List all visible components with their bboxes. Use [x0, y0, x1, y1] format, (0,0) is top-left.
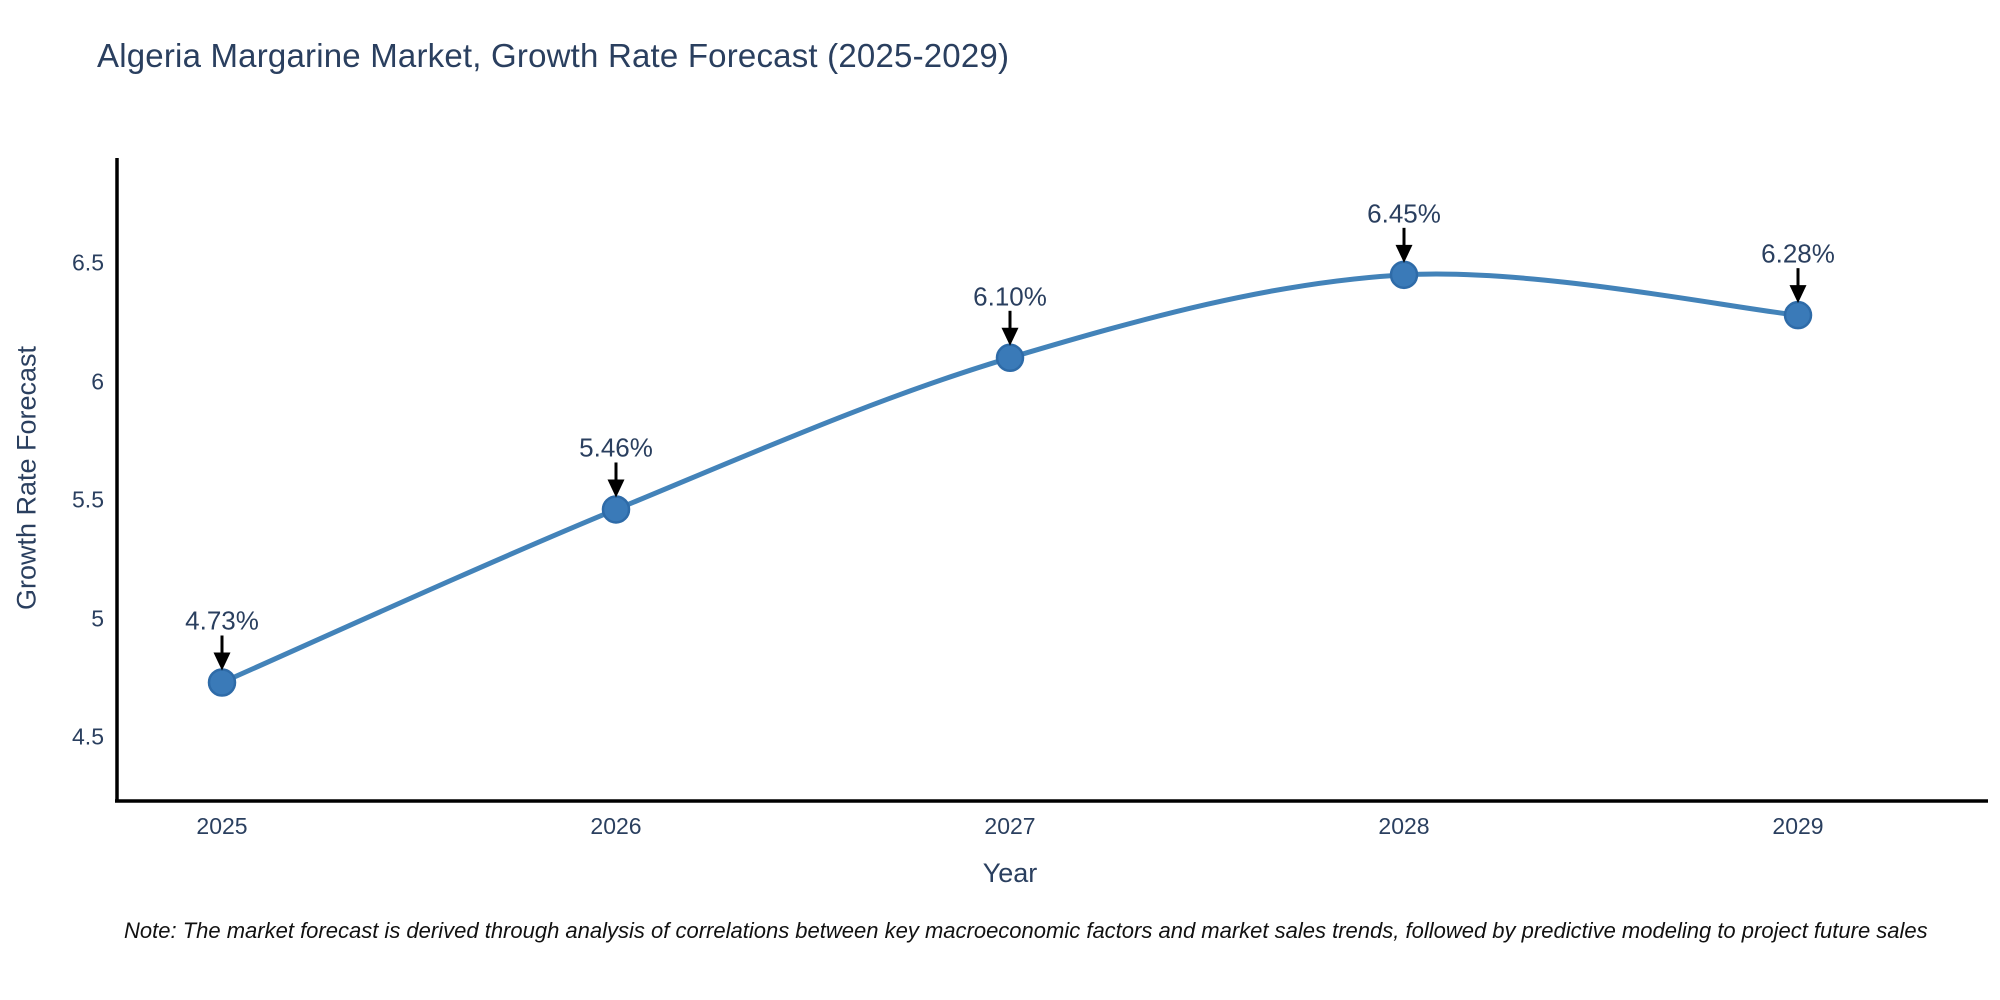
annotation-arrow-head	[1001, 327, 1019, 346]
x-tick-label-2025: 2025	[196, 813, 248, 839]
chart-title: Algeria Margarine Market, Growth Rate Fo…	[97, 37, 1010, 74]
data-point-marker-2025	[207, 668, 237, 697]
data-point-marker-2026	[601, 495, 631, 524]
data-point-marker-2029	[1783, 300, 1813, 330]
y-tick-label-6.5: 6.5	[72, 249, 104, 276]
data-point-marker-2027	[995, 343, 1025, 373]
point-value-label-2029: 6.28%	[1761, 238, 1835, 269]
annotation-arrow-head	[1395, 244, 1413, 263]
point-value-label-2028: 6.45%	[1367, 198, 1441, 229]
x-tick-label-2026: 2026	[590, 813, 642, 839]
point-value-label-2025: 4.73%	[185, 605, 259, 636]
annotation-arrow-head	[1789, 285, 1807, 304]
point-value-label-2027: 6.10%	[973, 281, 1047, 312]
x-tick-label-2027: 2027	[984, 813, 1036, 839]
footnote: Note: The market forecast is derived thr…	[124, 918, 1928, 943]
data-point-marker-2028	[1389, 260, 1419, 290]
y-tick-label-4.5: 4.5	[72, 723, 104, 750]
annotation-arrow-head	[607, 479, 625, 498]
x-axis-title: Year	[982, 858, 1038, 888]
y-tick-label-5.5: 5.5	[72, 486, 104, 513]
annotation-arrow-head	[213, 652, 231, 671]
y-tick-label-5: 5	[91, 605, 104, 631]
point-value-label-2026: 5.46%	[579, 432, 653, 463]
x-tick-label-2029: 2029	[1772, 813, 1824, 839]
x-tick-label-2028: 2028	[1378, 813, 1430, 839]
y-tick-label-6: 6	[91, 368, 104, 394]
